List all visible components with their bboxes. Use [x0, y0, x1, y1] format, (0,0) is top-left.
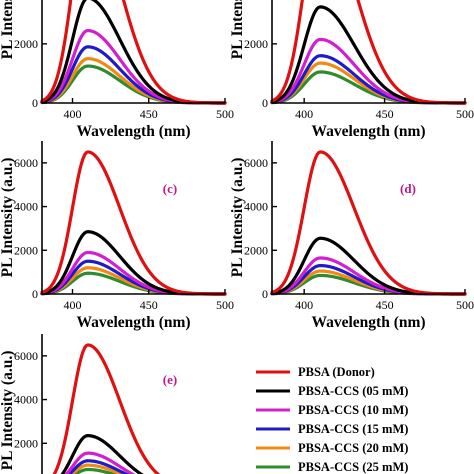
chart-panel: 0 2000 4000 6000 400 450 500 Wavelength (nm) PL … — [0, 141, 234, 331]
x-axis-title: Wavelength (nm) — [311, 314, 425, 331]
series-line — [52, 343, 161, 474]
x-tick-label: 450 — [376, 107, 394, 121]
x-tick-label: 500 — [216, 107, 234, 121]
chart-panel: 0 2000 4000 6000 400 450 500 Wavelength (nm) PL … — [229, 141, 474, 331]
chart-panel: 0 2000 400 450 500 Wavelength (nm) PL Intensit… — [0, 0, 234, 140]
y-tick-label: 4000 — [14, 200, 38, 214]
y-axis-title: PL Intensity (a.u.) — [229, 0, 246, 59]
panel-label: (c) — [163, 181, 177, 196]
x-tick-label: 450 — [140, 298, 158, 312]
panel-label: (e) — [163, 372, 177, 387]
y-axis-title: PL Intensity (a.u.) — [0, 0, 16, 59]
y-tick-label: 0 — [32, 287, 38, 301]
x-tick-label: 500 — [456, 298, 474, 312]
x-tick-label: 500 — [456, 107, 474, 121]
series-line — [67, 459, 130, 474]
x-axis-title: Wavelength (nm) — [311, 123, 425, 140]
series-line — [64, 451, 136, 474]
y-tick-label: 4000 — [14, 393, 38, 407]
y-tick-label: 0 — [262, 96, 268, 110]
y-tick-label: 2000 — [14, 243, 38, 257]
x-tick-label: 400 — [64, 298, 82, 312]
y-tick-label: 6000 — [244, 156, 268, 170]
x-tick-label: 400 — [64, 107, 82, 121]
y-tick-label: 4000 — [244, 200, 268, 214]
x-tick-label: 500 — [216, 298, 234, 312]
y-tick-label: 2000 — [14, 436, 38, 450]
x-tick-label: 450 — [376, 298, 394, 312]
y-axis-title: PL Intensity (a.u.) — [0, 351, 16, 471]
x-tick-label: 450 — [140, 107, 158, 121]
series-line — [60, 434, 144, 474]
panel-label: (d) — [400, 181, 416, 196]
y-tick-label: 2000 — [14, 37, 38, 51]
x-axis-title: Wavelength (nm) — [76, 123, 190, 140]
y-tick-label: 6000 — [14, 349, 38, 363]
y-tick-label: 2000 — [244, 243, 268, 257]
y-axis-title: PL Intensity (a.u.) — [229, 158, 246, 278]
chart-panel: 0 2000 400 450 500 Wavelength (nm) PL Intensit… — [229, 0, 474, 140]
x-tick-label: 400 — [295, 298, 313, 312]
y-tick-label: 0 — [32, 96, 38, 110]
x-tick-label: 400 — [295, 107, 313, 121]
y-tick-label: 0 — [262, 287, 268, 301]
y-tick-label: 2000 — [244, 37, 268, 51]
y-tick-label: 6000 — [14, 156, 38, 170]
x-axis-title: Wavelength (nm) — [76, 314, 190, 331]
y-axis-title: PL Intensity (a.u.) — [0, 158, 16, 278]
